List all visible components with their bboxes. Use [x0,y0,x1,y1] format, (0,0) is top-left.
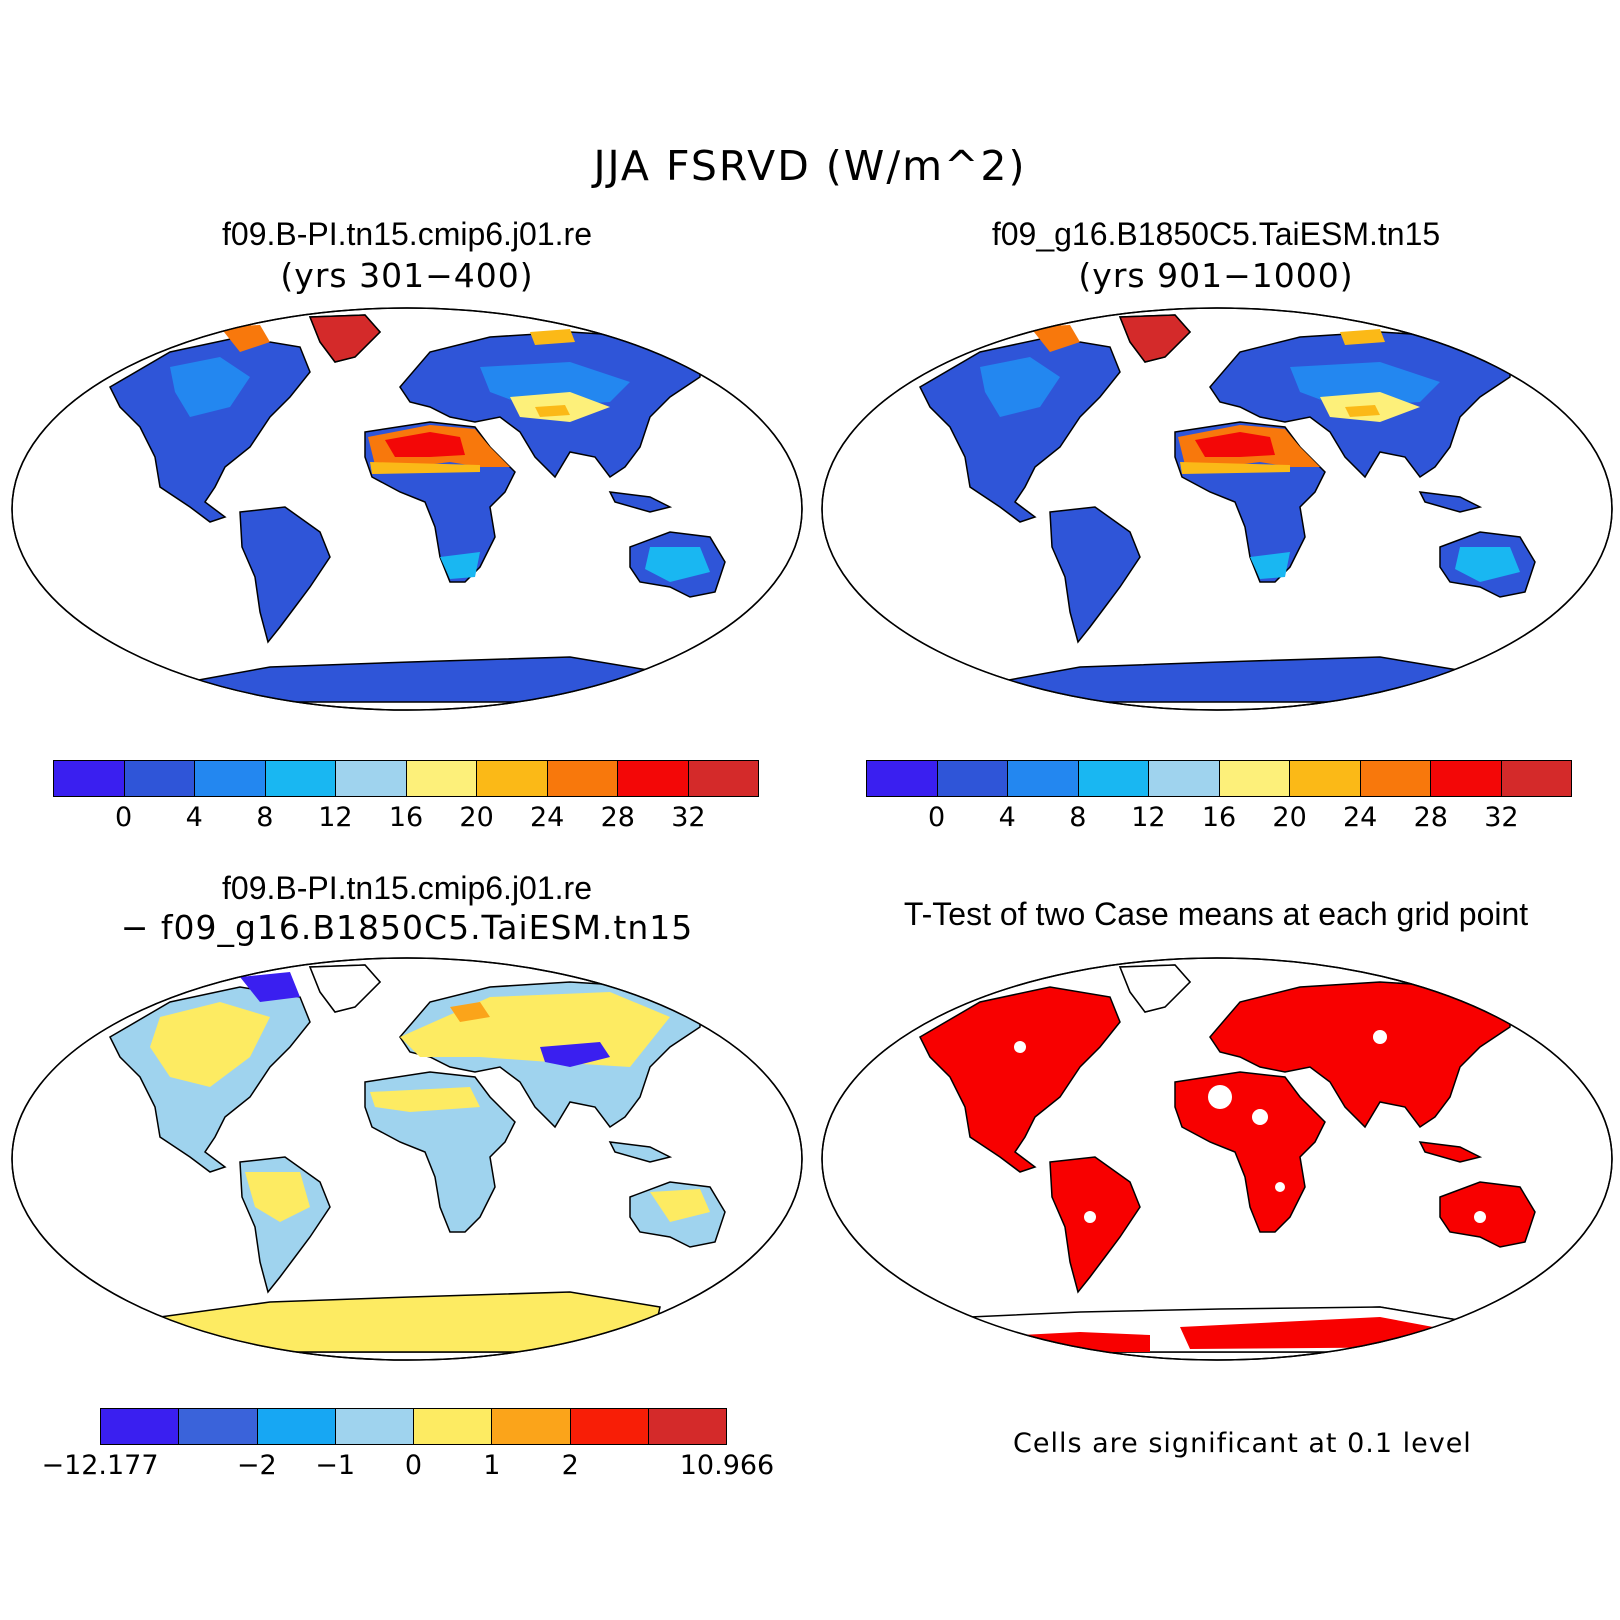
colorbar-segment [265,761,336,796]
colorbar-segment [1219,761,1290,796]
colorbar-segment [414,1409,493,1444]
colorbar-tick-label: 4 [998,802,1016,833]
colorbar-tick-label: −1 [315,1450,356,1481]
colorbar-tick-label: 0 [115,802,133,833]
colorbar-tick-label: 32 [671,802,706,833]
colorbar-segment [1290,761,1361,796]
colorbar-tick-label: 24 [530,802,565,833]
colorbar-tick-label: 16 [1201,802,1237,833]
colorbar-segment [1078,761,1149,796]
colorbar-tick-label: 2 [561,1450,579,1481]
colorbar-segment [867,761,938,796]
colorbar-tick-label: 4 [185,802,203,833]
panel3-title: f09.B-PI.tn15.cmip6.j01.re [222,870,592,906]
colorbar-tick-label: −12.177 [41,1450,159,1481]
panel4-title: T-Test of two Case means at each grid po… [903,896,1529,932]
colorbar-segment [54,761,125,796]
colorbar-segment [336,761,407,796]
colorbar-segment [937,761,1008,796]
colorbar-segment [195,761,266,796]
colorbar-segment [179,1409,258,1444]
colorbar-segment [101,1409,180,1444]
significance-note: Cells are significant at 0.1 level [1013,1428,1472,1459]
map-difference [10,957,805,1362]
colorbar-tick-label: 8 [256,802,274,833]
colorbar-segment [124,761,195,796]
colorbar-tick-label: −2 [236,1450,277,1481]
map-case2 [820,307,1615,712]
colorbar-segment [1431,761,1502,796]
panel1-title: f09.B-PI.tn15.cmip6.j01.re [222,216,592,252]
colorbar-segment [1360,761,1431,796]
colorbar-tick-label: 16 [388,802,424,833]
colorbar-segment [618,761,689,796]
colorbar-segment [406,761,477,796]
colorbar-segment [648,1409,726,1444]
colorbar-tick-label: 0 [928,802,946,833]
colorbar-tick-label: 24 [1343,802,1378,833]
colorbar-tick-label: 28 [1413,802,1448,833]
colorbar-tick-label: 8 [1069,802,1087,833]
panel2-title: f09_g16.B1850C5.TaiESM.tn15 [991,216,1441,252]
colorbar-tick-label: 28 [600,802,635,833]
map-ttest [820,957,1615,1362]
colorbar-tick-label: 1 [483,1450,501,1481]
figure-title: JJA FSRVD (W/m^2) [593,142,1027,190]
colorbar-tick-label: 20 [459,802,494,833]
colorbar-tick-label: 20 [1272,802,1307,833]
colorbar-tick-label: 0 [404,1450,423,1481]
colorbar-case2 [866,760,1572,797]
panel2-subtitle: (yrs 901−1000) [1078,256,1354,295]
colorbar-tick-label: 10.966 [679,1450,775,1481]
colorbar-tick-label: 12 [1131,802,1166,833]
panel1-subtitle: (yrs 301−400) [280,256,534,295]
colorbar-segment [547,761,618,796]
colorbar-segment [477,761,548,796]
colorbar-segment [335,1409,414,1444]
colorbar-segment [1008,761,1079,796]
colorbar-difference [100,1408,727,1445]
panel3-subtitle: − f09_g16.B1850C5.TaiESM.tn15 [120,908,694,947]
colorbar-segment [492,1409,571,1444]
colorbar-segment [257,1409,336,1444]
colorbar-tick-label: 12 [318,802,353,833]
colorbar-segment [1149,761,1220,796]
colorbar-case1 [53,760,759,797]
colorbar-tick-label: 32 [1484,802,1519,833]
colorbar-segment [1501,761,1571,796]
map-case1 [10,307,805,712]
colorbar-segment [570,1409,649,1444]
colorbar-segment [688,761,758,796]
